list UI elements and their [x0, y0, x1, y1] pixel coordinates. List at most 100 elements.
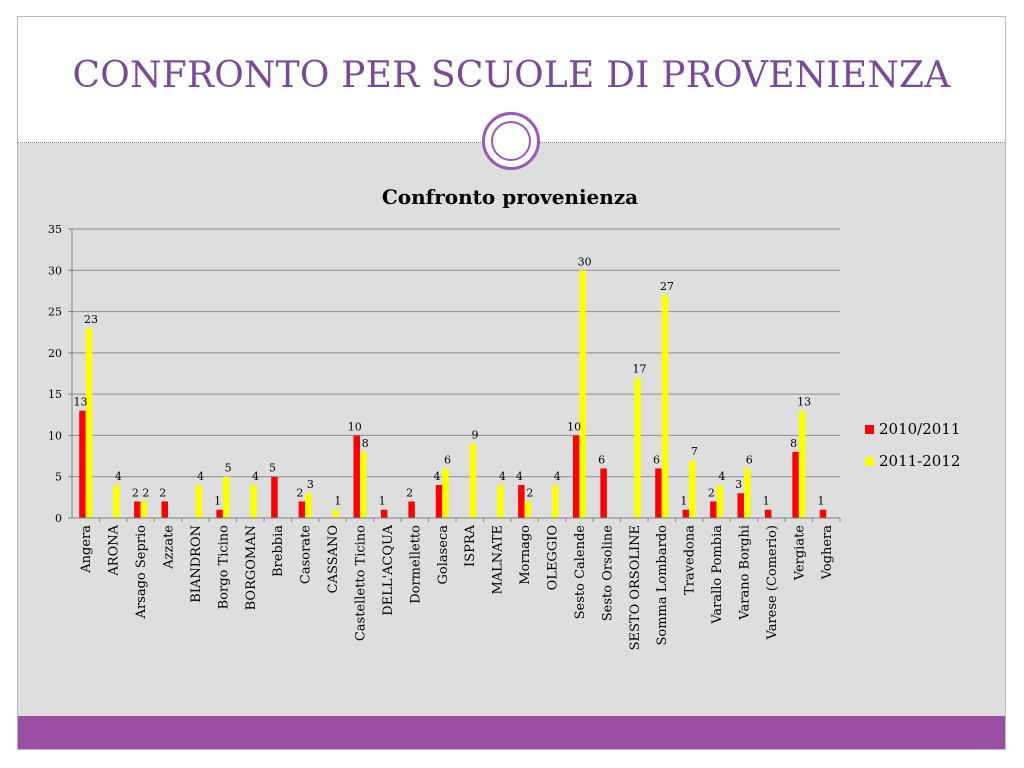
chart-title: Confronto provenienza — [382, 185, 638, 209]
bar-2011-2012 — [222, 476, 230, 518]
bars — [79, 270, 827, 518]
data-label: 2 — [132, 486, 139, 499]
data-label: 13 — [797, 396, 811, 409]
bar-2011-2012 — [113, 484, 120, 518]
bar-2011-2012 — [360, 451, 367, 518]
legend: 2010/2011 2011-2012 — [865, 420, 960, 470]
data-label: 1 — [214, 495, 221, 508]
data-label: 4 — [434, 470, 441, 483]
bar-2010-2011 — [710, 501, 717, 518]
y-tick-label: 15 — [48, 388, 62, 401]
data-label: 17 — [633, 363, 647, 376]
data-label: 3 — [735, 478, 742, 491]
data-label: 2 — [159, 486, 166, 499]
x-tick-label: SESTO ORSOLINE — [628, 525, 643, 650]
slide-title: CONFRONTO PER SCUOLE DI PROVENIENZA — [72, 55, 951, 96]
y-tick-label: 35 — [48, 223, 62, 236]
bar-2010-2011 — [764, 509, 772, 518]
bar-2010-2011 — [682, 509, 690, 518]
bar-2011-2012 — [85, 328, 93, 518]
data-label: 2 — [142, 486, 149, 499]
y-tick-label: 5 — [55, 471, 62, 484]
y-tick-label: 20 — [48, 347, 62, 360]
data-label: 8 — [790, 437, 797, 450]
bar-2010-2011 — [518, 484, 525, 518]
bar-2011-2012 — [798, 410, 806, 518]
bar-2011-2012 — [716, 484, 724, 518]
bar-2011-2012 — [305, 493, 312, 518]
bar-2010-2011 — [216, 509, 223, 518]
bar-2010-2011 — [298, 501, 306, 518]
x-tick-label: Casorate — [299, 525, 314, 584]
bar-2011-2012 — [524, 501, 532, 518]
y-axis-ticks: 0 5 10 15 20 25 30 35 — [48, 223, 72, 525]
bar-2010-2011 — [134, 501, 141, 518]
x-tick-label: ISPRA — [463, 524, 478, 567]
data-label: 5 — [269, 462, 276, 475]
data-label: 2 — [708, 486, 715, 499]
x-tick-label: Vergiate — [792, 525, 807, 582]
x-tick-label: Arsago Seprio — [134, 525, 149, 620]
bar-2010-2011 — [572, 435, 580, 518]
bar-2011-2012 — [689, 460, 696, 518]
x-tick-label: Varallo Pombia — [710, 525, 725, 625]
x-tick-label: Azzate — [162, 525, 177, 570]
x-tick-label: Castelletto Ticino — [354, 525, 369, 641]
bar-2010-2011 — [79, 410, 86, 518]
data-label: 4 — [554, 470, 561, 483]
y-tick-label: 10 — [48, 429, 62, 442]
data-label: 7 — [691, 445, 698, 458]
bar-2010-2011 — [353, 435, 360, 518]
data-label: 23 — [84, 313, 98, 326]
data-label: 5 — [225, 462, 232, 475]
bar-2010-2011 — [600, 468, 607, 518]
data-label: 6 — [598, 453, 605, 466]
data-label: 4 — [718, 470, 725, 483]
x-tick-label: BORGOMAN — [244, 525, 259, 610]
content-area — [18, 143, 1005, 716]
data-label: 13 — [73, 396, 87, 409]
data-label: 1 — [334, 495, 341, 508]
decorative-circle-icon — [482, 112, 540, 170]
bar-2010-2011 — [271, 476, 278, 518]
x-tick-label: Travedona — [683, 525, 698, 595]
data-label: 3 — [307, 478, 314, 491]
data-label: 4 — [115, 470, 122, 483]
bar-2010-2011 — [737, 493, 744, 518]
data-label: 2 — [296, 486, 303, 499]
bar-2010-2011 — [435, 484, 443, 518]
y-tick-label: 0 — [55, 512, 62, 525]
data-label: 27 — [660, 280, 674, 293]
legend-swatch-2011-2012 — [865, 457, 874, 466]
x-tick-label: Angera — [79, 525, 94, 574]
x-tick-label: Brebbia — [271, 525, 286, 577]
decorative-inner-circle — [491, 121, 531, 161]
bar-2011-2012 — [469, 443, 477, 518]
bar-2011-2012 — [744, 468, 751, 518]
bar-2011-2012 — [661, 295, 669, 518]
x-tick-label: Borgo Ticino — [216, 525, 231, 610]
x-tick-label: Voghera — [820, 525, 835, 581]
data-label: 1 — [379, 495, 386, 508]
x-tick-label: ARONA — [107, 524, 122, 576]
data-label: 6 — [653, 453, 660, 466]
data-label: 10 — [567, 420, 581, 433]
bar-2010-2011 — [819, 509, 827, 518]
x-tick-label: Sesto Orsoline — [600, 525, 615, 622]
legend-swatch-2010-2011 — [865, 425, 874, 434]
bar-2011-2012 — [497, 484, 504, 518]
bar-2011-2012 — [552, 484, 559, 518]
bar-2011-2012 — [634, 377, 641, 518]
x-tick-label: MALNATE — [491, 525, 506, 595]
data-label: 6 — [746, 453, 753, 466]
slide: CONFRONTO PER SCUOLE DI PROVENIENZA — [17, 16, 1006, 750]
data-label: 8 — [362, 437, 369, 450]
legend-label: 2011-2012 — [879, 452, 960, 470]
bar-2011-2012 — [250, 484, 257, 518]
x-tick-label: Golaseca — [436, 525, 451, 585]
data-label: 1 — [763, 495, 770, 508]
bar-2011-2012 — [195, 484, 202, 518]
x-tick-label: Mornago — [518, 525, 533, 585]
